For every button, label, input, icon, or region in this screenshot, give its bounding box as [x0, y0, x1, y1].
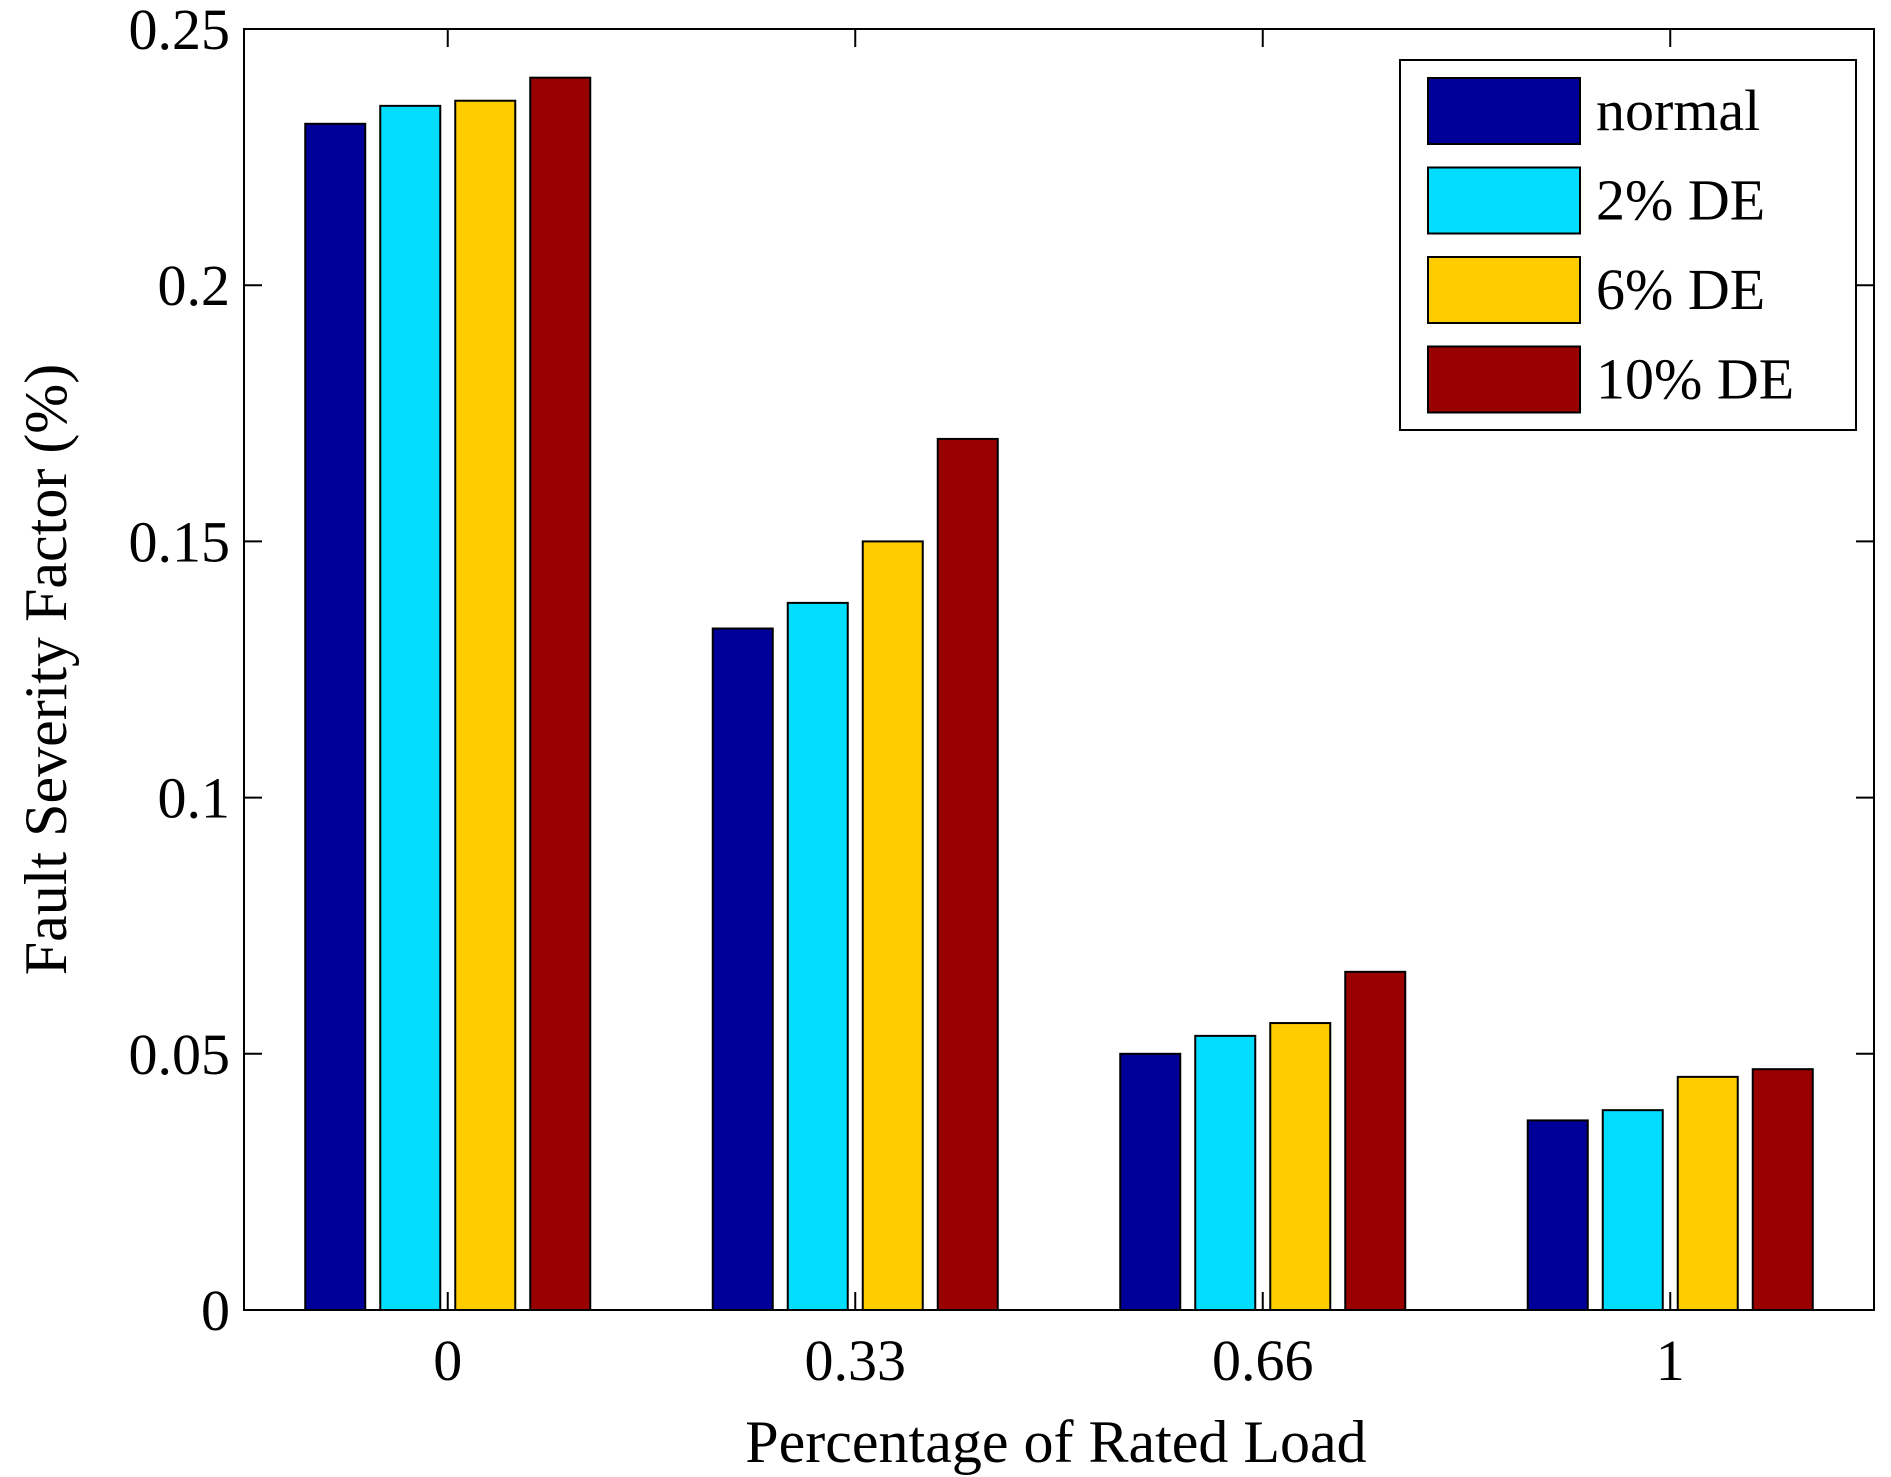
bar-10-de-cat-0 [529, 76, 592, 1312]
bar-normal-cat-2 [1119, 1052, 1182, 1312]
y-axis-title: Fault Severity Factor (%) [13, 364, 79, 976]
y-tick-label: 0.05 [129, 1022, 231, 1087]
bar-2-de-cat-3 [1601, 1109, 1664, 1311]
legend-swatch [1427, 166, 1581, 235]
bar-normal-cat-3 [1526, 1119, 1589, 1311]
y-tick-label: 0 [201, 1278, 230, 1343]
bars-layer [304, 76, 1814, 1312]
legend-label: normal [1596, 78, 1760, 143]
bar-6-de-cat-2 [1269, 1022, 1332, 1312]
y-tick-labels: 0 0.05 0.1 0.15 0.2 0.25 [129, 0, 231, 1343]
bar-10-de-cat-1 [936, 437, 999, 1312]
legend-label: 6% DE [1596, 257, 1765, 322]
y-tick-label: 0.15 [129, 509, 231, 574]
y-tick-label: 0.2 [158, 253, 231, 318]
bar-6-de-cat-1 [861, 540, 924, 1311]
legend-swatch [1427, 345, 1581, 414]
bar-2-de-cat-2 [1194, 1034, 1257, 1311]
ticks-layer [244, 28, 1874, 1311]
x-axis-title: Percentage of Rated Load [745, 1409, 1366, 1475]
y-tick-label: 0.25 [129, 0, 231, 62]
y-tick-label: 0.1 [158, 766, 231, 831]
bar-normal-cat-1 [711, 627, 774, 1311]
bar-6-de-cat-3 [1676, 1075, 1739, 1312]
x-tick-label: 0.66 [1212, 1328, 1314, 1393]
x-tick-label: 1 [1656, 1328, 1685, 1393]
bar-2-de-cat-0 [379, 104, 442, 1312]
bar-normal-cat-0 [304, 122, 367, 1312]
legend-label: 10% DE [1596, 347, 1794, 412]
x-tick-label: 0.33 [805, 1328, 907, 1393]
x-tick-label: 0 [433, 1328, 462, 1393]
bar-10-de-cat-2 [1344, 970, 1407, 1311]
bar-2-de-cat-1 [786, 601, 849, 1311]
x-tick-labels: 0 0.33 0.66 1 [433, 1328, 1685, 1393]
bar-10-de-cat-3 [1751, 1068, 1814, 1311]
legend-label: 2% DE [1596, 168, 1765, 233]
bar-6-de-cat-0 [454, 99, 517, 1312]
legend: normal 2% DE 6% DE 10% DE [1399, 59, 1857, 431]
legend-swatch [1427, 77, 1581, 145]
legend-swatch [1427, 256, 1581, 324]
